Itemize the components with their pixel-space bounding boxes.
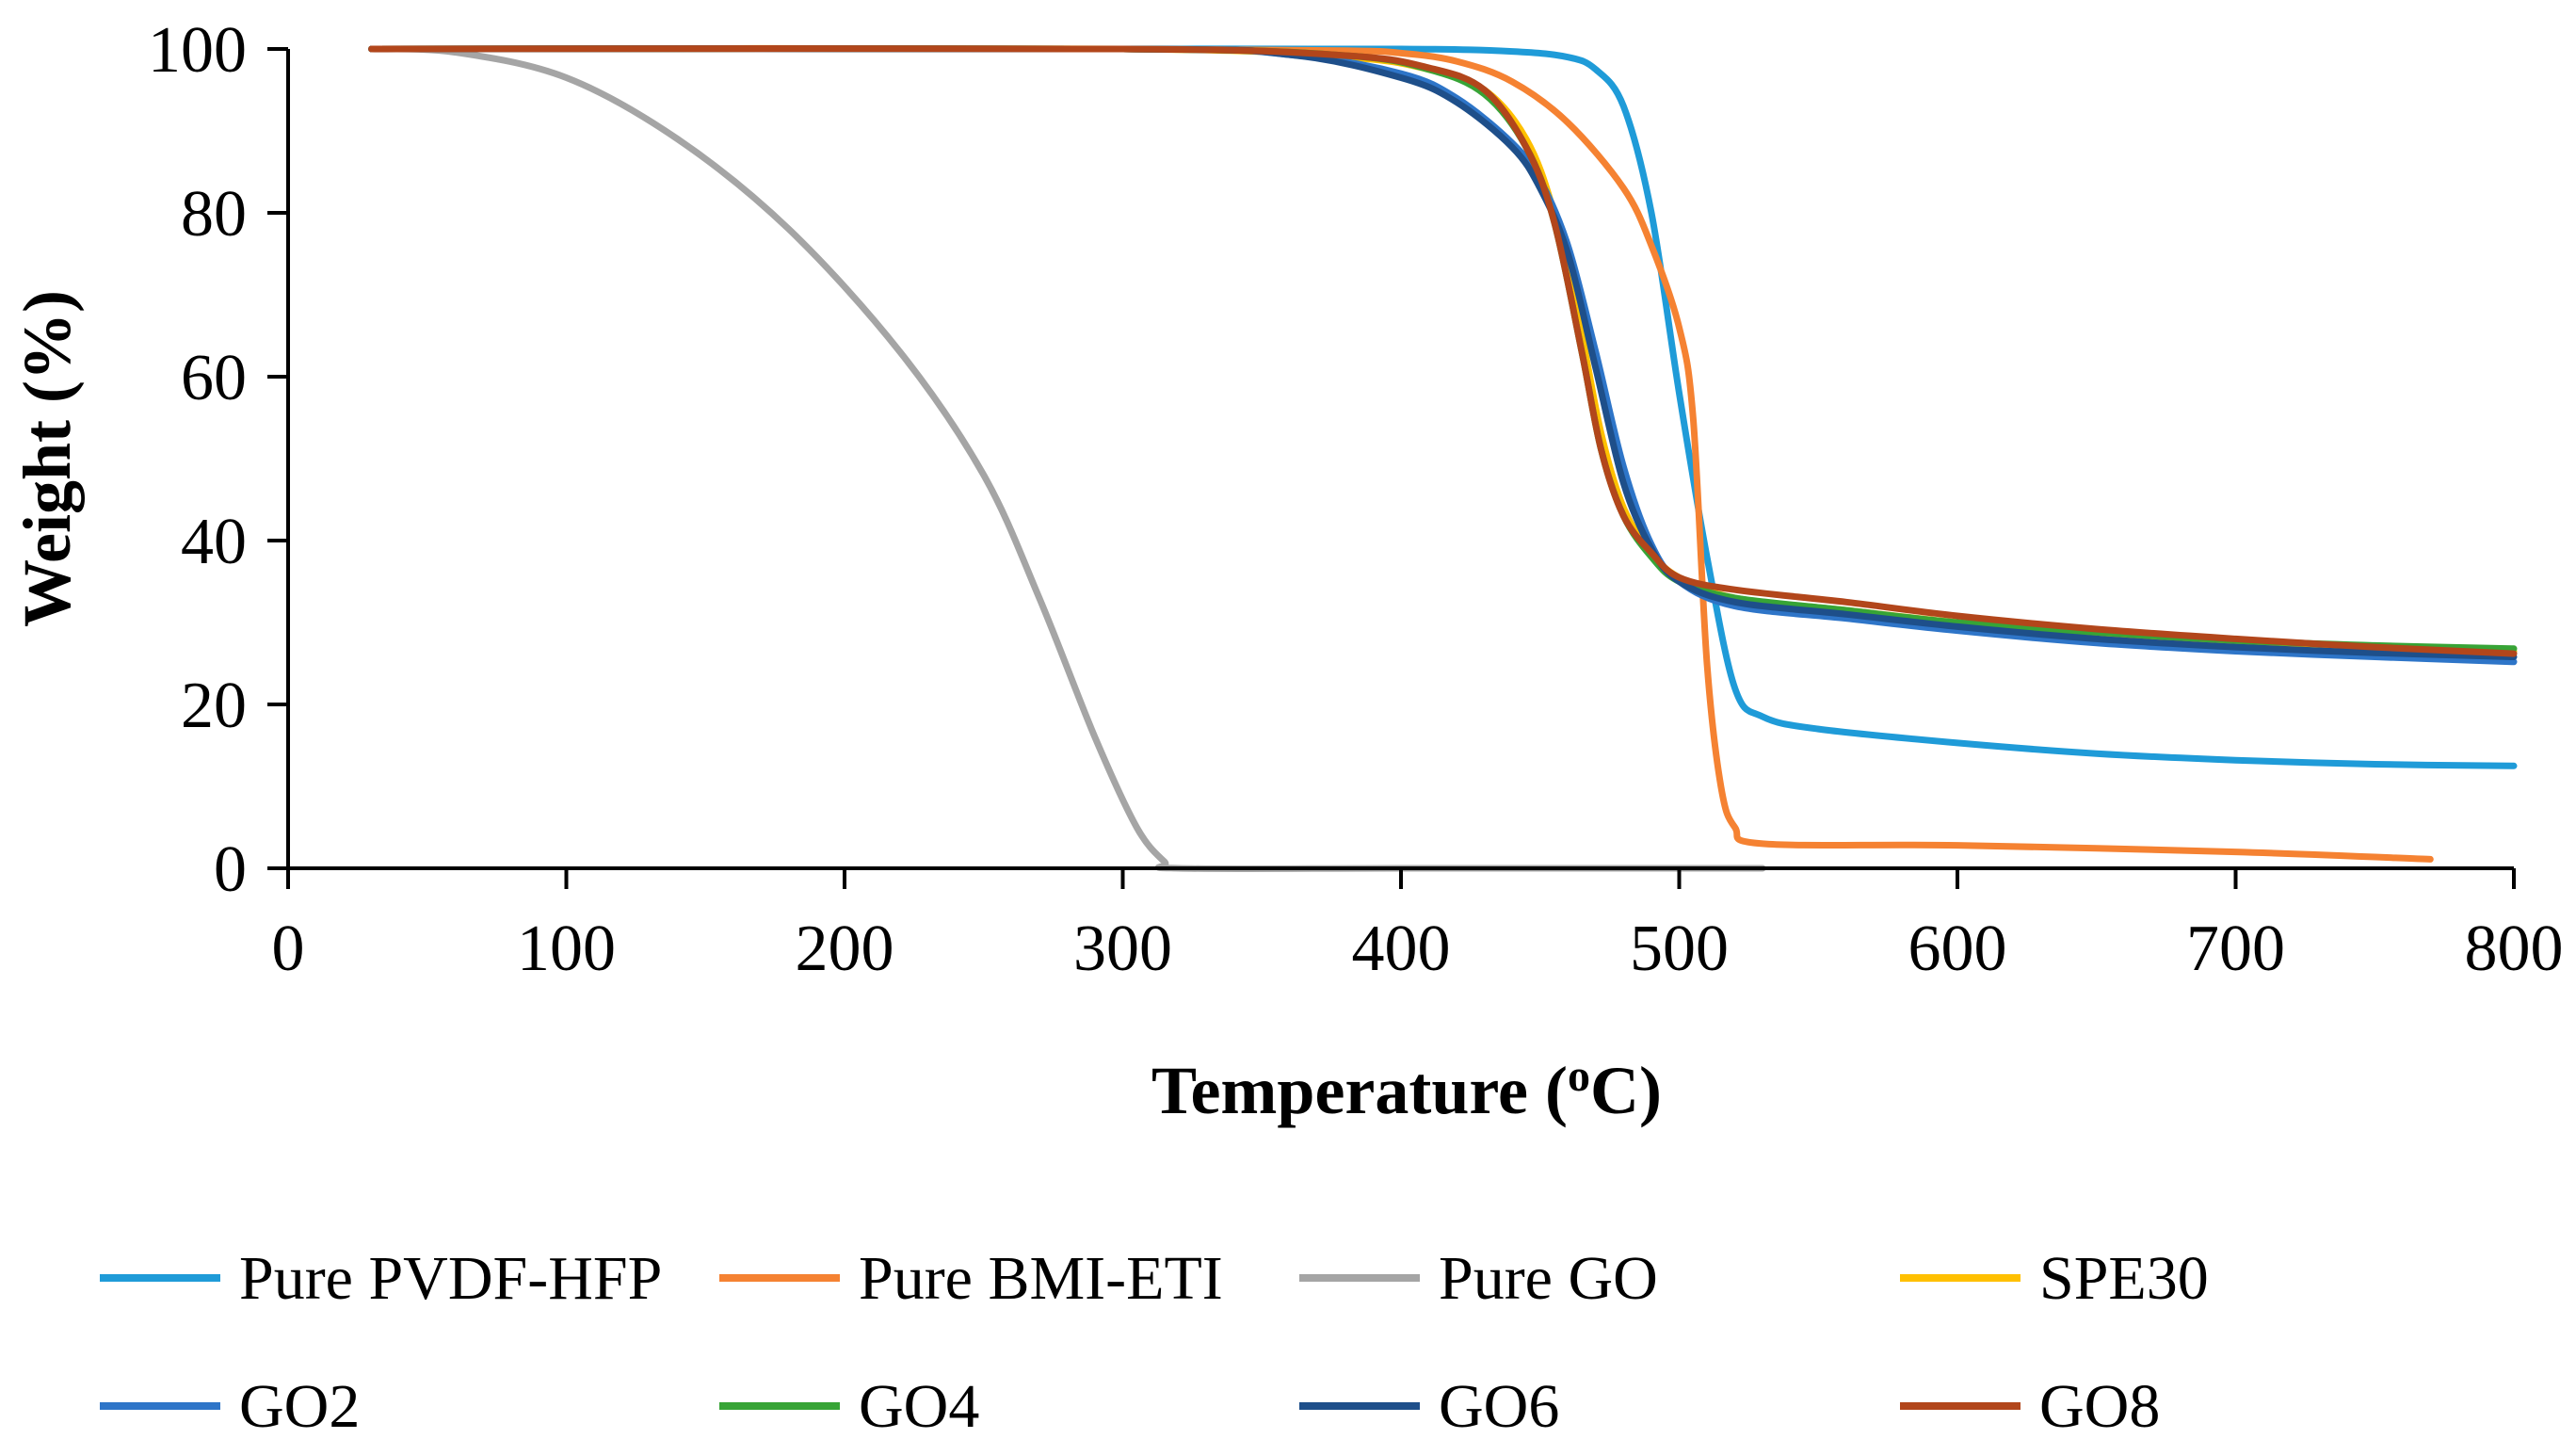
y-tick-label: 80 — [181, 178, 247, 251]
x-tick-label: 600 — [1908, 913, 2007, 985]
series-lines — [368, 44, 2518, 873]
x-tick-label: 0 — [272, 913, 305, 985]
y-ticks: 0 20 40 60 80 100 — [148, 14, 288, 906]
x-tick-label: 800 — [2465, 913, 2564, 985]
series-line-spe30 — [368, 44, 2518, 655]
series-line-go8 — [368, 44, 2518, 657]
x-ticks: 0 100 200 300 400 500 600 700 800 — [272, 868, 2564, 985]
series-line-go2 — [368, 45, 2518, 666]
y-tick-label: 60 — [181, 342, 247, 414]
legend: Pure PVDF-HFP Pure BMI-ETI Pure GO SPE30 GO2… — [100, 1244, 2209, 1441]
y-tick-label: 40 — [181, 506, 247, 578]
x-tick-label: 700 — [2186, 913, 2285, 985]
legend-label-pure-bmi-eti: Pure BMI-ETI — [859, 1244, 1223, 1313]
y-tick-label: 0 — [214, 833, 247, 906]
y-axis-title: Weight (%) — [9, 290, 85, 627]
x-tick-label: 300 — [1073, 913, 1172, 985]
x-tick-label: 400 — [1352, 913, 1451, 985]
legend-label-go6: GO6 — [1439, 1372, 1559, 1441]
x-axis-title: Temperature (oC) — [1151, 1051, 1662, 1128]
legend-label-pure-go: Pure GO — [1439, 1244, 1658, 1313]
series-line-pure-pvdf-hfp — [368, 45, 2518, 769]
y-tick-label: 100 — [148, 14, 247, 87]
axes — [286, 49, 2514, 870]
legend-label-go4: GO4 — [859, 1372, 979, 1441]
x-axis-title-tail: C) — [1590, 1053, 1662, 1128]
x-tick-label: 200 — [796, 913, 894, 985]
x-tick-label: 500 — [1630, 913, 1729, 985]
series-line-pure-go — [368, 45, 1766, 873]
legend-label-go8: GO8 — [2039, 1372, 2160, 1441]
series-line-go6 — [368, 45, 2518, 660]
legend-label-go2: GO2 — [239, 1372, 360, 1441]
x-axis-title-main: Temperature ( — [1151, 1053, 1568, 1128]
legend-label-pure-pvdf-hfp: Pure PVDF-HFP — [239, 1244, 662, 1313]
x-tick-label: 100 — [517, 913, 616, 985]
series-line-pure-bmi-eti — [368, 45, 2434, 863]
series-line-go4 — [368, 44, 2518, 653]
x-axis-title-superscript: o — [1568, 1051, 1590, 1101]
y-tick-label: 20 — [181, 670, 247, 742]
legend-label-spe30: SPE30 — [2039, 1244, 2209, 1313]
